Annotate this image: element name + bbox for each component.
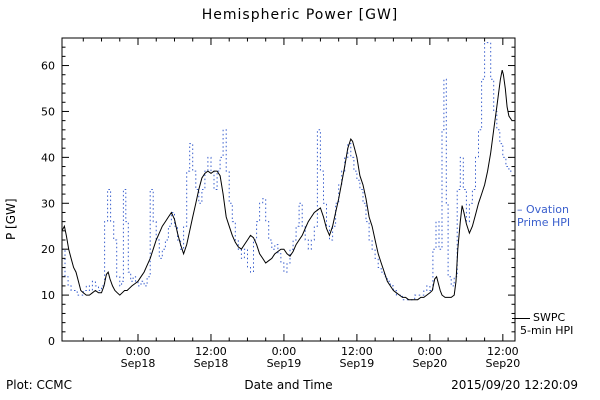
- plot-source-label: Plot: CCMC: [6, 378, 72, 392]
- svg-text:0: 0: [48, 335, 55, 348]
- svg-text:12:00: 12:00: [487, 345, 519, 358]
- legend-ovation-prime-hpi: – Ovation Prime HPI: [517, 203, 570, 229]
- svg-text:Sep19: Sep19: [340, 357, 375, 370]
- svg-text:30: 30: [41, 197, 55, 210]
- svg-text:0:00: 0:00: [272, 345, 297, 358]
- svg-text:12:00: 12:00: [341, 345, 373, 358]
- legend-ovation-line2: Prime HPI: [517, 216, 571, 229]
- y-axis-label: P [GW]: [4, 198, 18, 240]
- legend-swpc-line2: 5-min HPI: [520, 324, 574, 337]
- svg-text:Sep18: Sep18: [121, 357, 156, 370]
- svg-text:20: 20: [41, 243, 55, 256]
- svg-text:Sep19: Sep19: [267, 357, 302, 370]
- legend-swpc-5min-hpi: SWPC 5-min HPI: [512, 311, 573, 337]
- svg-text:Sep20: Sep20: [413, 357, 448, 370]
- svg-text:40: 40: [41, 151, 55, 164]
- plot-timestamp: 2015/09/20 12:20:09: [451, 378, 578, 392]
- legend-swpc-line1: SWPC: [512, 311, 573, 324]
- svg-text:Sep20: Sep20: [485, 357, 520, 370]
- svg-text:0:00: 0:00: [418, 345, 443, 358]
- svg-text:50: 50: [41, 105, 55, 118]
- chart-title: Hemispheric Power [GW]: [201, 7, 399, 23]
- x-axis-label: Date and Time: [244, 378, 333, 392]
- svg-text:10: 10: [41, 289, 55, 302]
- svg-text:12:00: 12:00: [195, 345, 227, 358]
- svg-text:60: 60: [41, 60, 55, 73]
- svg-text:0:00: 0:00: [126, 345, 151, 358]
- svg-text:Sep18: Sep18: [194, 357, 229, 370]
- swpc-line-swatch-icon: [512, 317, 530, 319]
- legend-ovation-line1: – Ovation: [517, 203, 569, 216]
